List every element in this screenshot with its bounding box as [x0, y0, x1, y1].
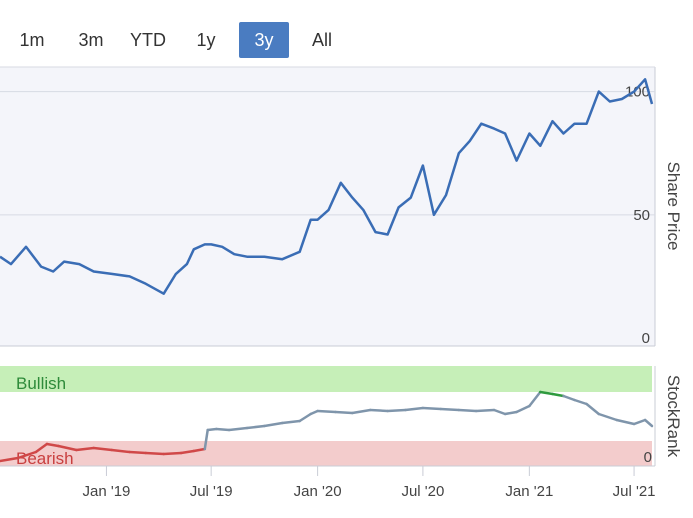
rank-series-segment — [515, 404, 531, 414]
price-y-axis-title: Share Price — [664, 162, 683, 251]
bullish-band — [0, 366, 652, 392]
price-panel: 0 50 100 Share Price — [0, 66, 683, 347]
range-button-3y[interactable]: 3y — [239, 22, 289, 58]
rank-series-segment — [16, 450, 38, 460]
rank-series-segment — [597, 412, 618, 422]
range-button-3m[interactable]: 3m — [78, 30, 104, 50]
rank-series-segment — [203, 428, 209, 451]
range-button-1y[interactable]: 1y — [196, 30, 216, 50]
rank-series-segment — [528, 390, 542, 408]
rank-series-segment — [562, 394, 576, 402]
rank-series-segment — [573, 398, 588, 406]
rank-y-axis-title: StockRank — [664, 375, 683, 458]
rank-panel: Bullish Bearish 0 StockRank — [0, 366, 683, 468]
rank-series-segment — [351, 408, 372, 415]
rank-series-segment — [245, 424, 266, 430]
price-y-tick-label: 50 — [633, 207, 650, 224]
bearish-label: Bearish — [16, 449, 74, 468]
x-axis: Jan '19 Jul '19 Jan '20 Jul '20 Jan '21 Jul '… — [82, 466, 656, 500]
rank-series-segment — [474, 408, 496, 413]
rank-series-segment — [503, 410, 518, 416]
rank-series-segment — [585, 402, 601, 416]
rank-series-segment — [334, 410, 354, 415]
price-series-line — [0, 78, 654, 295]
rank-series-segment — [75, 446, 95, 452]
rank-series-segment — [144, 451, 165, 456]
range-button-1m[interactable]: 1m — [19, 30, 45, 50]
price-y-tick-labels: 0 50 100 — [625, 84, 650, 347]
x-axis-tick-label: Jan '19 — [82, 483, 130, 500]
rank-series-segment — [298, 412, 312, 423]
rank-series-segment — [369, 408, 389, 413]
x-axis-tick-label: Jan '20 — [294, 483, 342, 500]
rank-series-segment — [551, 392, 565, 398]
rank-series-segment — [215, 427, 231, 432]
rank-series-segment — [227, 426, 249, 432]
rank-series-segment — [539, 390, 554, 396]
rank-line-group — [0, 390, 654, 463]
rank-series-segment — [34, 442, 49, 454]
rank-series-segment — [316, 409, 337, 414]
price-y-tick-label: 0 — [642, 330, 650, 347]
rank-series-segment — [192, 447, 207, 453]
rank-series-segment — [263, 421, 284, 428]
range-selector: 1m 3m YTD 1y 3y All — [0, 22, 400, 60]
rank-series-segment — [632, 418, 647, 426]
rank-y-tick-labels: 0 — [644, 449, 652, 466]
price-gridlines — [0, 91, 655, 216]
range-button-ytd[interactable]: YTD — [130, 30, 166, 50]
x-axis-tick-label: Jul '19 — [190, 483, 233, 500]
price-line-group — [0, 78, 654, 295]
rank-series-segment — [179, 449, 196, 455]
rank-series-segment — [128, 450, 148, 455]
rank-series-segment — [421, 406, 443, 411]
rank-series-segment — [439, 407, 461, 412]
rank-series-segment — [386, 408, 407, 413]
price-y-tick-label: 100 — [625, 84, 650, 101]
rank-series-segment — [57, 444, 78, 452]
x-axis-tick-label: Jul '21 — [613, 483, 656, 500]
rank-series-segment — [404, 406, 425, 412]
rank-series-segment — [309, 409, 319, 416]
range-button-all[interactable]: All — [311, 30, 332, 50]
rank-series-segment — [643, 418, 654, 428]
rank-series-segment — [457, 408, 478, 413]
rank-series-segment — [206, 427, 218, 432]
rank-series-segment — [45, 442, 60, 448]
rank-series-segment — [492, 408, 507, 416]
rank-series-segment — [92, 446, 113, 452]
bearish-band — [0, 441, 652, 466]
rank-series-segment — [281, 419, 301, 425]
x-axis-tick-label: Jul '20 — [401, 483, 444, 500]
rank-series-segment — [110, 448, 131, 454]
rank-series-segment — [162, 451, 183, 456]
rank-y-tick-label: 0 — [644, 449, 652, 466]
bullish-label: Bullish — [16, 374, 66, 393]
price-plot-area — [0, 67, 655, 346]
rank-series-segment — [615, 418, 636, 426]
x-axis-tick-label: Jan '21 — [505, 483, 553, 500]
rank-series-segment — [0, 456, 20, 463]
